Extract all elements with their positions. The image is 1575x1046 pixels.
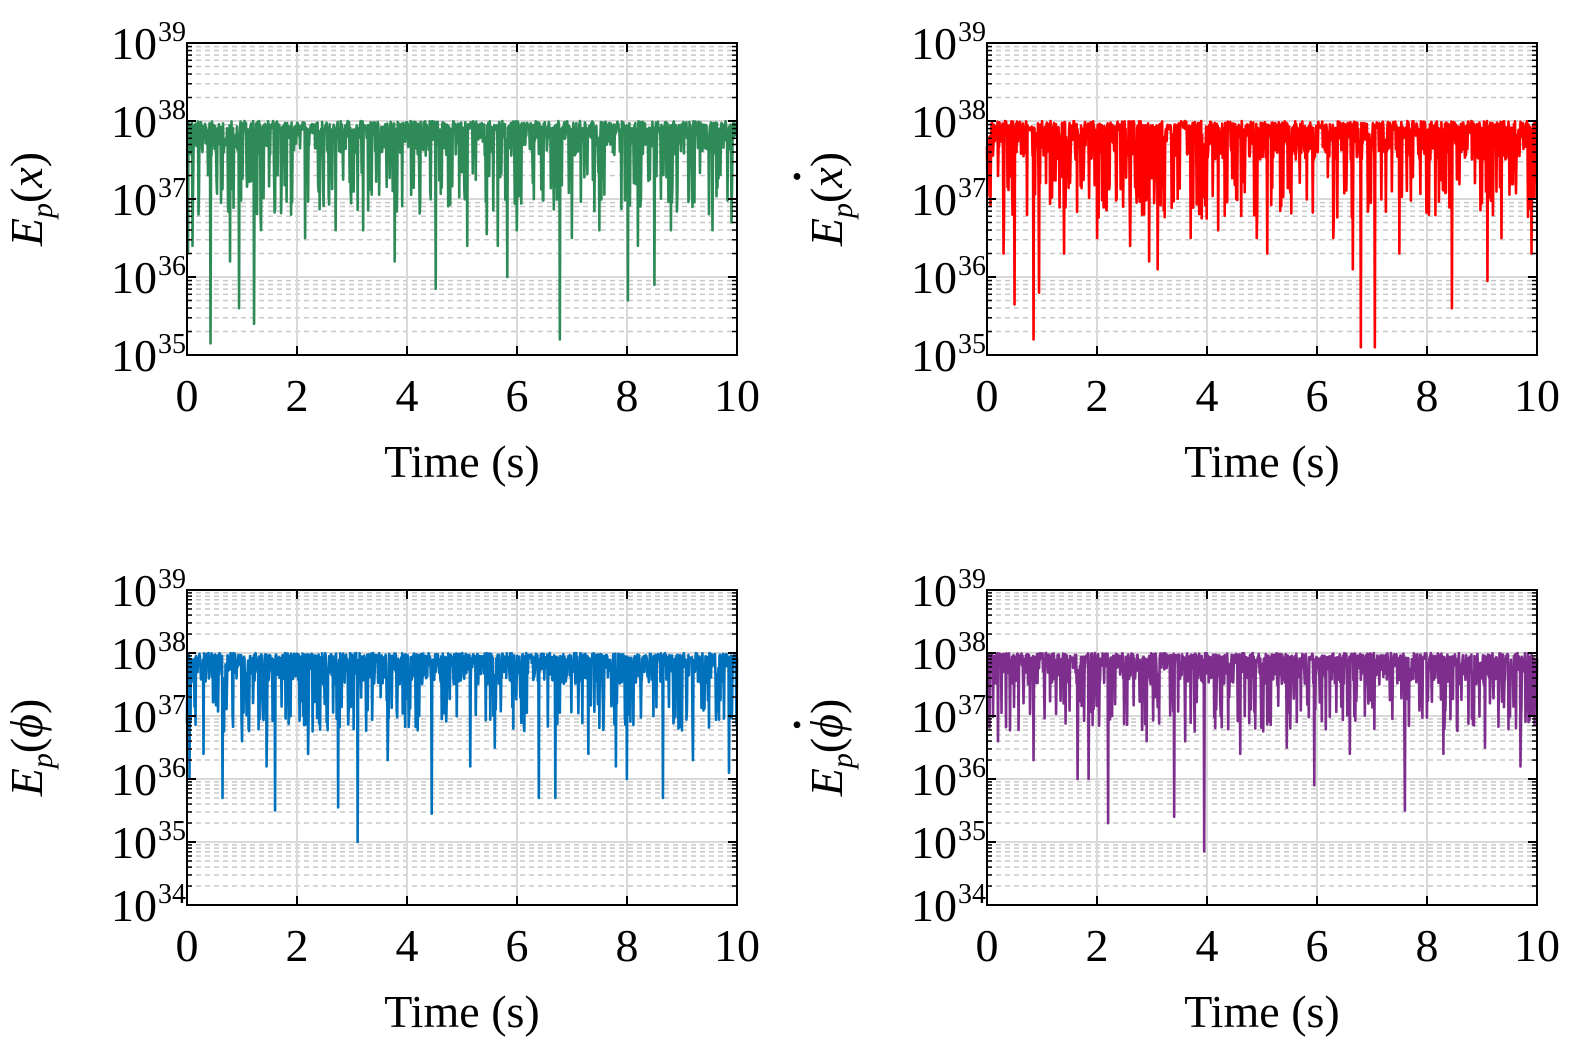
y-tick-exponent: 35 <box>958 329 986 360</box>
y-axis-label: Ep(x) <box>1 152 59 247</box>
y-tick-label: 10 <box>911 628 957 679</box>
x-tick-label: 0 <box>176 920 199 971</box>
y-tick-exponent: 34 <box>958 879 986 910</box>
x-tick-label: 6 <box>1306 370 1329 421</box>
x-tick-label: 8 <box>616 370 639 421</box>
y-axis-label: Ep(x) <box>801 152 859 247</box>
axes-box <box>186 589 738 906</box>
y-tick-exponent: 36 <box>158 753 186 784</box>
y-tick-label: 10 <box>111 330 157 381</box>
series-line <box>985 651 1539 853</box>
y-tick-label: 10 <box>911 174 957 225</box>
y-tick-exponent: 38 <box>158 627 186 658</box>
x-tick-label: 8 <box>1416 370 1439 421</box>
x-axis-label: Time (s) <box>384 986 540 1037</box>
x-axis-label: Time (s) <box>1184 436 1340 487</box>
x-tick-label: 4 <box>1196 920 1219 971</box>
y-tick-exponent: 37 <box>158 173 186 204</box>
y-tick-exponent: 34 <box>158 879 186 910</box>
y-tick-exponent: 37 <box>958 690 986 721</box>
y-tick-label: 10 <box>911 96 957 147</box>
y-tick-label: 10 <box>911 565 957 616</box>
y-tick-exponent: 37 <box>958 173 986 204</box>
x-axis-label: Time (s) <box>384 436 540 487</box>
y-tick-exponent: 37 <box>158 690 186 721</box>
y-tick-label: 10 <box>111 18 157 69</box>
y-axis-label: Ep(ϕ) <box>1 699 59 798</box>
y-tick-exponent: 38 <box>158 95 186 126</box>
axes-box <box>986 589 1538 906</box>
y-tick-label: 10 <box>911 691 957 742</box>
x-tick-label: 10 <box>714 920 760 971</box>
x-tick-label: 2 <box>286 370 309 421</box>
series-line <box>985 119 1539 349</box>
y-tick-label: 10 <box>111 754 157 805</box>
x-tick-label: 10 <box>1514 370 1560 421</box>
y-tick-exponent: 35 <box>958 816 986 847</box>
x-tick-label: 2 <box>1086 920 1109 971</box>
x-tick-label: 0 <box>976 370 999 421</box>
x-tick-label: 8 <box>616 920 639 971</box>
y-tick-exponent: 39 <box>958 17 986 48</box>
y-tick-exponent: 36 <box>958 251 986 282</box>
y-tick-exponent: 36 <box>158 251 186 282</box>
y-tick-label: 10 <box>111 880 157 931</box>
y-tick-label: 10 <box>111 252 157 303</box>
y-label-dot <box>793 721 801 729</box>
x-tick-label: 2 <box>1086 370 1109 421</box>
y-tick-exponent: 36 <box>958 753 986 784</box>
series-line <box>185 651 739 844</box>
x-tick-label: 4 <box>396 920 419 971</box>
y-tick-label: 10 <box>911 330 957 381</box>
y-tick-exponent: 39 <box>158 564 186 595</box>
x-tick-label: 10 <box>714 370 760 421</box>
plot-area <box>187 590 737 905</box>
y-tick-exponent: 38 <box>958 627 986 658</box>
x-tick-label: 8 <box>1416 920 1439 971</box>
y-tick-label: 10 <box>111 96 157 147</box>
y-tick-exponent: 38 <box>958 95 986 126</box>
y-tick-label: 10 <box>911 754 957 805</box>
y-tick-exponent: 39 <box>158 17 186 48</box>
y-tick-label: 10 <box>111 565 157 616</box>
x-tick-label: 0 <box>976 920 999 971</box>
y-tick-exponent: 35 <box>158 816 186 847</box>
x-axis-label: Time (s) <box>1184 986 1340 1037</box>
y-tick-exponent: 35 <box>158 329 186 360</box>
y-tick-label: 10 <box>111 817 157 868</box>
x-tick-label: 4 <box>1196 370 1219 421</box>
y-tick-label: 10 <box>111 691 157 742</box>
y-tick-exponent: 39 <box>958 564 986 595</box>
x-tick-label: 4 <box>396 370 419 421</box>
x-tick-label: 2 <box>286 920 309 971</box>
y-tick-label: 10 <box>111 628 157 679</box>
plot-area <box>987 590 1537 905</box>
x-tick-label: 10 <box>1514 920 1560 971</box>
x-tick-label: 6 <box>506 370 529 421</box>
y-tick-label: 10 <box>911 18 957 69</box>
series-line <box>185 119 739 345</box>
y-tick-label: 10 <box>911 817 957 868</box>
x-tick-label: 6 <box>506 920 529 971</box>
y-tick-label: 10 <box>111 174 157 225</box>
y-axis-label: Ep(ϕ) <box>801 699 859 798</box>
y-label-dot <box>793 173 801 180</box>
x-tick-label: 0 <box>176 370 199 421</box>
y-tick-label: 10 <box>911 252 957 303</box>
y-tick-label: 10 <box>911 880 957 931</box>
x-tick-label: 6 <box>1306 920 1329 971</box>
